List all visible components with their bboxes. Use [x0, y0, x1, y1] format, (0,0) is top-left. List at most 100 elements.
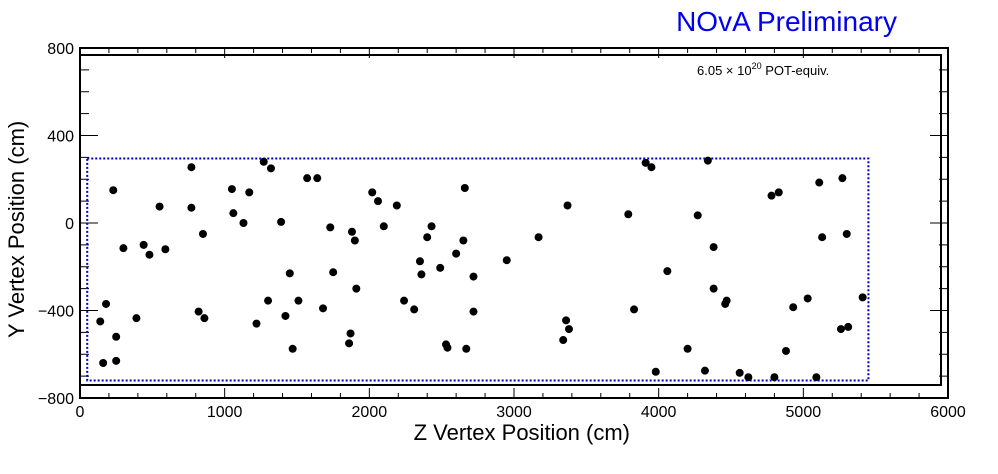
data-point [346, 329, 355, 338]
data-point [139, 240, 148, 249]
x-tick-label: 5000 [786, 404, 822, 421]
data-point [858, 293, 867, 302]
y-tick-label: 400 [47, 129, 74, 146]
data-point [99, 359, 108, 367]
x-tick-label: 2000 [352, 404, 388, 421]
data-point [838, 174, 847, 183]
data-point [227, 185, 236, 194]
data-point [400, 296, 409, 305]
data-point [651, 367, 660, 376]
data-point [641, 158, 650, 167]
data-point [155, 202, 164, 211]
data-point [326, 223, 335, 232]
data-point [647, 163, 656, 172]
y-tick-label: −400 [38, 304, 74, 321]
data-point [767, 191, 776, 200]
data-point [198, 229, 207, 238]
data-point [379, 222, 388, 231]
data-point [145, 250, 154, 259]
data-point [112, 356, 121, 365]
data-point [815, 178, 824, 187]
x-tick-label: 0 [76, 404, 85, 421]
data-points [96, 156, 867, 382]
data-point [200, 314, 209, 323]
data-point [564, 325, 573, 334]
data-point [735, 368, 744, 377]
data-point [132, 314, 141, 323]
data-point [534, 233, 543, 242]
data-point [352, 284, 361, 293]
data-point [288, 344, 297, 353]
pot-base: 6.05 × 10 [697, 63, 752, 78]
data-point [844, 322, 853, 331]
plot-frame [79, 47, 949, 399]
inner-frame [79, 54, 942, 386]
data-point [266, 164, 275, 173]
data-point [229, 209, 238, 218]
data-point [350, 236, 359, 245]
data-point [709, 284, 718, 293]
data-point [239, 219, 248, 227]
data-point [119, 244, 128, 253]
data-point [683, 344, 692, 353]
data-point [502, 256, 511, 265]
fiducial-volume-box [86, 157, 870, 382]
data-point [392, 201, 401, 210]
data-point [319, 304, 328, 313]
data-point [781, 346, 790, 355]
data-point [812, 373, 821, 382]
data-point [836, 325, 845, 334]
data-point [663, 267, 672, 276]
data-point [624, 210, 633, 219]
y-tick-label: 800 [47, 41, 74, 58]
data-point [410, 305, 419, 314]
data-point [281, 311, 290, 320]
data-point [277, 217, 286, 226]
chart-title: NOvA Preliminary [676, 6, 897, 37]
x-tick-label: 6000 [930, 404, 966, 421]
data-point [436, 263, 445, 272]
data-point [789, 303, 798, 312]
data-point [774, 188, 783, 197]
x-tick-label: 3000 [496, 404, 532, 421]
data-point [285, 269, 294, 278]
data-point [245, 188, 254, 197]
data-point [313, 174, 322, 183]
data-point [443, 343, 452, 352]
data-point [563, 201, 572, 210]
data-point [842, 229, 851, 238]
data-point [693, 211, 702, 220]
data-point [329, 268, 338, 277]
y-tick-label: −800 [38, 391, 74, 408]
data-point [700, 366, 709, 375]
y-tick-label: 0 [65, 216, 74, 233]
data-point [347, 227, 356, 236]
data-point [112, 332, 121, 341]
data-point [417, 270, 426, 279]
x-tick-label: 1000 [207, 404, 243, 421]
data-point [770, 373, 779, 382]
x-tick-label: 4000 [641, 404, 677, 421]
data-point [559, 336, 568, 345]
data-point [303, 174, 312, 183]
data-point [703, 156, 712, 165]
y-tick-labels: −800 −400 0 400 800 [38, 41, 74, 408]
data-point [345, 339, 354, 348]
data-point [744, 373, 753, 382]
x-axis-title: Z Vertex Position (cm) [414, 420, 630, 445]
data-point [194, 307, 203, 316]
data-point [427, 222, 436, 231]
data-point [709, 243, 718, 252]
data-point [96, 317, 105, 326]
data-point [562, 316, 571, 325]
data-point [469, 307, 478, 316]
data-point [423, 233, 432, 242]
data-point [259, 157, 268, 166]
data-point [109, 186, 118, 195]
data-point [818, 233, 827, 242]
data-point [368, 188, 377, 197]
pot-exponent: 20 [752, 61, 762, 71]
data-point [462, 344, 471, 353]
data-point [722, 296, 731, 305]
data-point [252, 319, 261, 328]
